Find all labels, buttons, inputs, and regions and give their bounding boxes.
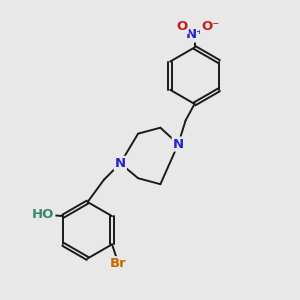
Text: Br: Br [110, 257, 126, 270]
Text: O: O [176, 20, 188, 33]
Text: HO: HO [32, 208, 54, 221]
Text: N: N [115, 157, 126, 170]
Text: N: N [173, 138, 184, 151]
Text: N⁺: N⁺ [186, 28, 204, 41]
Text: O⁻: O⁻ [201, 20, 219, 33]
